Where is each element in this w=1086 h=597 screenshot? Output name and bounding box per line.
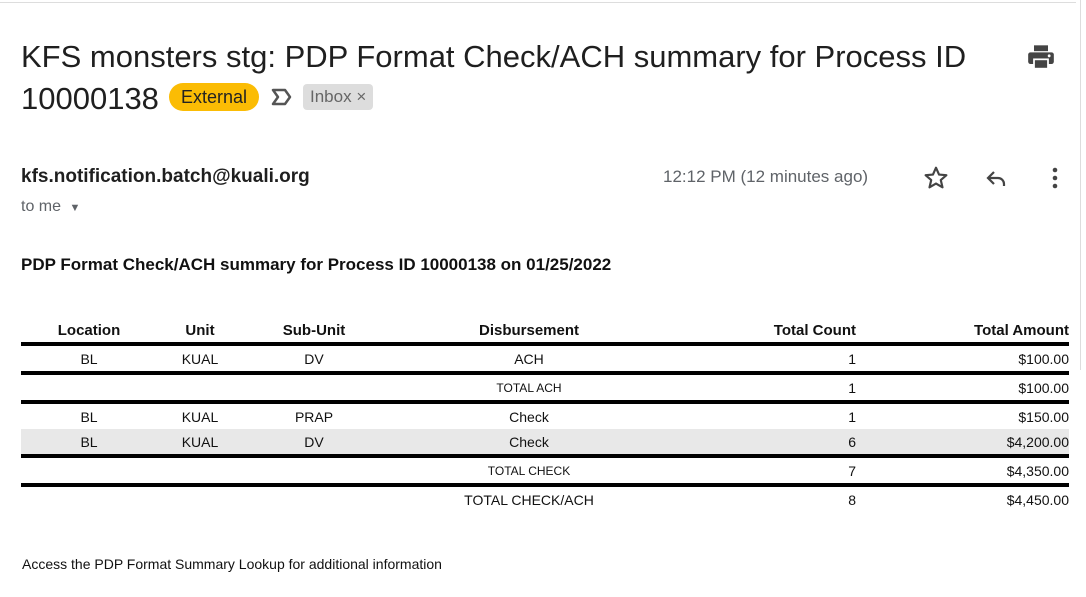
cell: $100.00 bbox=[1018, 350, 1069, 367]
cell bbox=[21, 458, 157, 483]
grand-total-row: TOTAL CHECK/ACH 8 $4,450.00 bbox=[21, 487, 1069, 512]
cell: TOTAL ACH bbox=[496, 380, 562, 395]
star-icon[interactable] bbox=[923, 165, 949, 196]
divider bbox=[21, 483, 1069, 487]
cell: $150.00 bbox=[1018, 408, 1069, 425]
cell: $4,350.00 bbox=[1006, 462, 1069, 479]
divider bbox=[0, 2, 1076, 3]
cell bbox=[21, 375, 157, 400]
header-unit: Unit bbox=[185, 321, 215, 339]
header-total-count: Total Count bbox=[773, 321, 856, 339]
divider bbox=[21, 400, 1069, 404]
cell bbox=[243, 487, 385, 512]
header-total-amount: Total Amount bbox=[974, 321, 1069, 339]
table-row: BL KUAL PRAP Check 1 $150.00 bbox=[21, 404, 1069, 429]
external-badge: External bbox=[168, 82, 259, 111]
cell: TOTAL CHECK/ACH bbox=[464, 491, 594, 508]
caret-down-icon: ▼ bbox=[69, 202, 81, 214]
footer-text: Access the PDP Format Summary Lookup for… bbox=[22, 556, 442, 572]
remove-label-button[interactable]: × bbox=[356, 86, 367, 106]
cell: ACH bbox=[514, 350, 544, 367]
cell: KUAL bbox=[181, 408, 219, 425]
cell: TOTAL CHECK bbox=[487, 463, 571, 478]
divider bbox=[21, 454, 1069, 458]
cell: BL bbox=[80, 350, 98, 367]
cell bbox=[243, 458, 385, 483]
cell: 7 bbox=[848, 462, 856, 479]
cell bbox=[157, 487, 243, 512]
scrollbar-edge bbox=[1080, 0, 1081, 370]
table-row: BL KUAL DV ACH 1 $100.00 bbox=[21, 346, 1069, 371]
cell: $4,450.00 bbox=[1006, 491, 1069, 508]
table-row: BL KUAL DV Check 6 $4,200.00 bbox=[21, 429, 1069, 454]
importance-marker-icon[interactable] bbox=[271, 76, 293, 118]
table-header: Location Unit Sub-Unit Disbursement Tota… bbox=[21, 318, 1069, 342]
cell bbox=[157, 375, 243, 400]
label-text: Inbox bbox=[309, 86, 352, 106]
header-sub-unit: Sub-Unit bbox=[282, 321, 346, 339]
cell: BL bbox=[21, 429, 157, 454]
total-row: TOTAL CHECK 7 $4,350.00 bbox=[21, 458, 1069, 483]
cell bbox=[243, 375, 385, 400]
cell bbox=[157, 458, 243, 483]
cell: DV bbox=[304, 350, 324, 367]
more-options-icon[interactable] bbox=[1048, 165, 1062, 196]
divider bbox=[21, 342, 1069, 346]
cell: BL bbox=[80, 408, 98, 425]
email-subject: KFS monsters stg: PDP Format Check/ACH s… bbox=[21, 36, 1001, 122]
cell: Check bbox=[385, 429, 673, 454]
cell bbox=[21, 487, 157, 512]
cell: $4,200.00 bbox=[856, 429, 1069, 454]
timestamp: 12:12 PM (12 minutes ago) bbox=[663, 167, 869, 186]
cell: PRAP bbox=[294, 408, 334, 425]
cell: 8 bbox=[848, 491, 856, 508]
total-row: TOTAL ACH 1 $100.00 bbox=[21, 375, 1069, 400]
sender-email: kfs.notification.batch@kuali.org bbox=[21, 166, 310, 187]
cell: $100.00 bbox=[1018, 379, 1069, 396]
divider bbox=[21, 371, 1069, 375]
email-heading: PDP Format Check/ACH summary for Process… bbox=[21, 255, 612, 274]
print-icon[interactable] bbox=[1027, 44, 1055, 75]
recipient-dropdown[interactable]: to me ▼ bbox=[21, 198, 80, 216]
cell: Check bbox=[509, 408, 549, 425]
recipient-text: to me bbox=[21, 198, 62, 215]
cell: KUAL bbox=[157, 429, 243, 454]
cell: 6 bbox=[673, 429, 856, 454]
header-disbursement: Disbursement bbox=[478, 321, 580, 339]
reply-icon[interactable] bbox=[983, 166, 1009, 195]
cell: 1 bbox=[848, 408, 856, 425]
cell: 1 bbox=[848, 379, 856, 396]
summary-table: Location Unit Sub-Unit Disbursement Tota… bbox=[21, 318, 1069, 512]
cell: 1 bbox=[848, 350, 856, 367]
cell: DV bbox=[243, 429, 385, 454]
label-inbox: Inbox × bbox=[302, 83, 374, 110]
header-location: Location bbox=[57, 321, 121, 339]
cell: KUAL bbox=[181, 350, 219, 367]
subject-text: KFS monsters stg: PDP Format Check/ACH s… bbox=[21, 39, 967, 116]
